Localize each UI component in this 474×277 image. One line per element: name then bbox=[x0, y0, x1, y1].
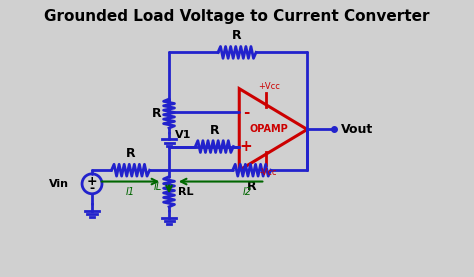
Text: -: - bbox=[90, 182, 95, 195]
Text: I1: I1 bbox=[126, 188, 135, 198]
Text: -: - bbox=[243, 105, 249, 120]
Text: +: + bbox=[87, 175, 97, 188]
Text: R: R bbox=[232, 29, 242, 42]
Text: +: + bbox=[240, 139, 253, 154]
Text: Grounded Load Voltage to Current Converter: Grounded Load Voltage to Current Convert… bbox=[44, 9, 430, 24]
Text: R: R bbox=[247, 180, 256, 193]
Text: V1: V1 bbox=[174, 130, 191, 140]
Text: R: R bbox=[126, 147, 136, 160]
Text: Vin: Vin bbox=[49, 179, 69, 189]
Text: OPAMP: OPAMP bbox=[249, 124, 288, 134]
Text: -Vcc: -Vcc bbox=[260, 168, 277, 177]
Text: +Vcc: +Vcc bbox=[258, 82, 280, 91]
Text: IL: IL bbox=[154, 182, 162, 192]
Text: R: R bbox=[152, 107, 161, 120]
Text: RL: RL bbox=[178, 187, 193, 197]
Text: Vout: Vout bbox=[341, 123, 374, 136]
Text: I2: I2 bbox=[243, 188, 252, 198]
Text: R: R bbox=[210, 124, 219, 137]
